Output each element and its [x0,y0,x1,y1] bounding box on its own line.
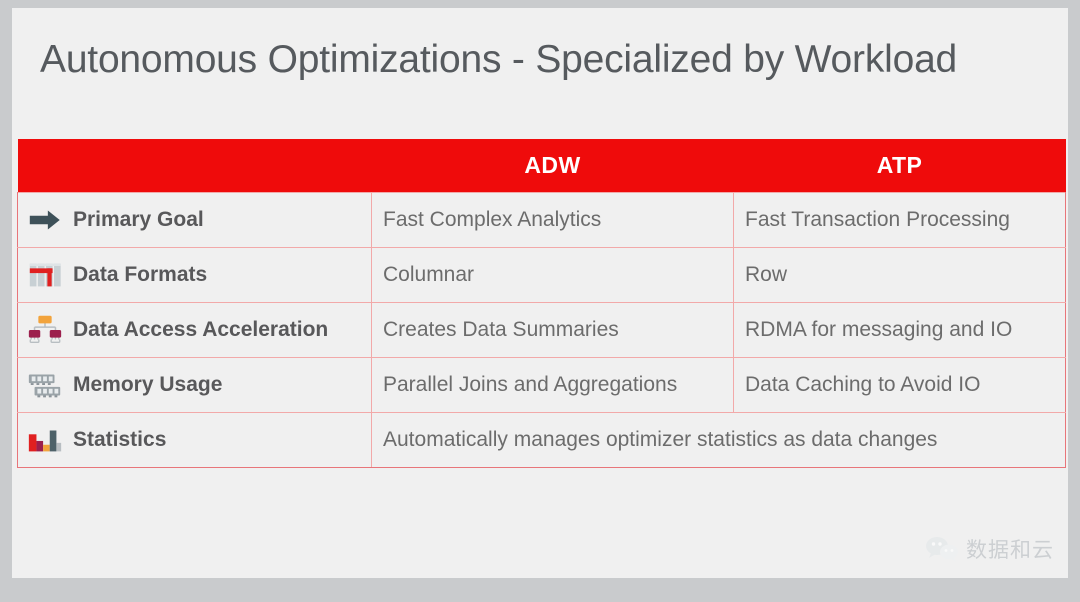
page-title: Autonomous Optimizations - Specialized b… [40,38,958,81]
cell-adw: Parallel Joins and Aggregations [371,357,734,413]
row-label-cell: Memory Usage [17,357,372,413]
cell-merged-value: Automatically manages optimizer statisti… [371,412,1066,468]
row-label-cell: Data Formats [17,247,372,303]
table-row: Data Access Acceleration Creates Data Su… [17,302,1066,358]
cell-atp: Row [733,247,1066,303]
column-header-blank [17,139,372,193]
table-row: Statistics Automatically manages optimiz… [17,412,1066,468]
row-label: Data Access Acceleration [73,318,329,341]
column-header-adw: ADW [371,139,734,193]
bar-chart-icon [28,430,62,452]
row-label: Primary Goal [73,208,204,231]
arrow-right-icon [29,210,60,230]
cell-atp: Data Caching to Avoid IO [733,357,1066,413]
table-columns-icon [29,263,61,287]
watermark-text: 数据和云 [966,538,1054,562]
row-label-cell: Statistics [17,412,372,468]
row-label: Statistics [73,428,167,451]
cell-atp: Fast Transaction Processing [733,192,1066,248]
table-header-row: ADW ATP [17,139,1066,193]
cell-adw: Columnar [371,247,734,303]
table-row: Data Formats Columnar Row [17,247,1066,303]
row-label: Data Formats [73,263,208,286]
wechat-icon [926,537,958,562]
column-header-atp: ATP [733,139,1066,193]
cell-atp: RDMA for messaging and IO [733,302,1066,358]
comparison-table: ADW ATP Primary Goal Fast Com [17,139,1066,468]
row-label-cell: Data Access Acceleration [17,302,372,358]
cell-adw: Creates Data Summaries [371,302,734,358]
row-label: Memory Usage [73,373,223,396]
memory-module-icon [28,374,61,398]
hierarchy-network-icon [28,315,62,344]
row-label-cell: Primary Goal [17,192,372,248]
table-row: Memory Usage Parallel Joins and Aggregat… [17,357,1066,413]
slide-surface: Autonomous Optimizations - Specialized b… [12,8,1068,578]
table-row: Primary Goal Fast Complex Analytics Fast… [17,192,1066,248]
watermark: 数据和云 [925,534,1054,564]
cell-adw: Fast Complex Analytics [371,192,734,248]
